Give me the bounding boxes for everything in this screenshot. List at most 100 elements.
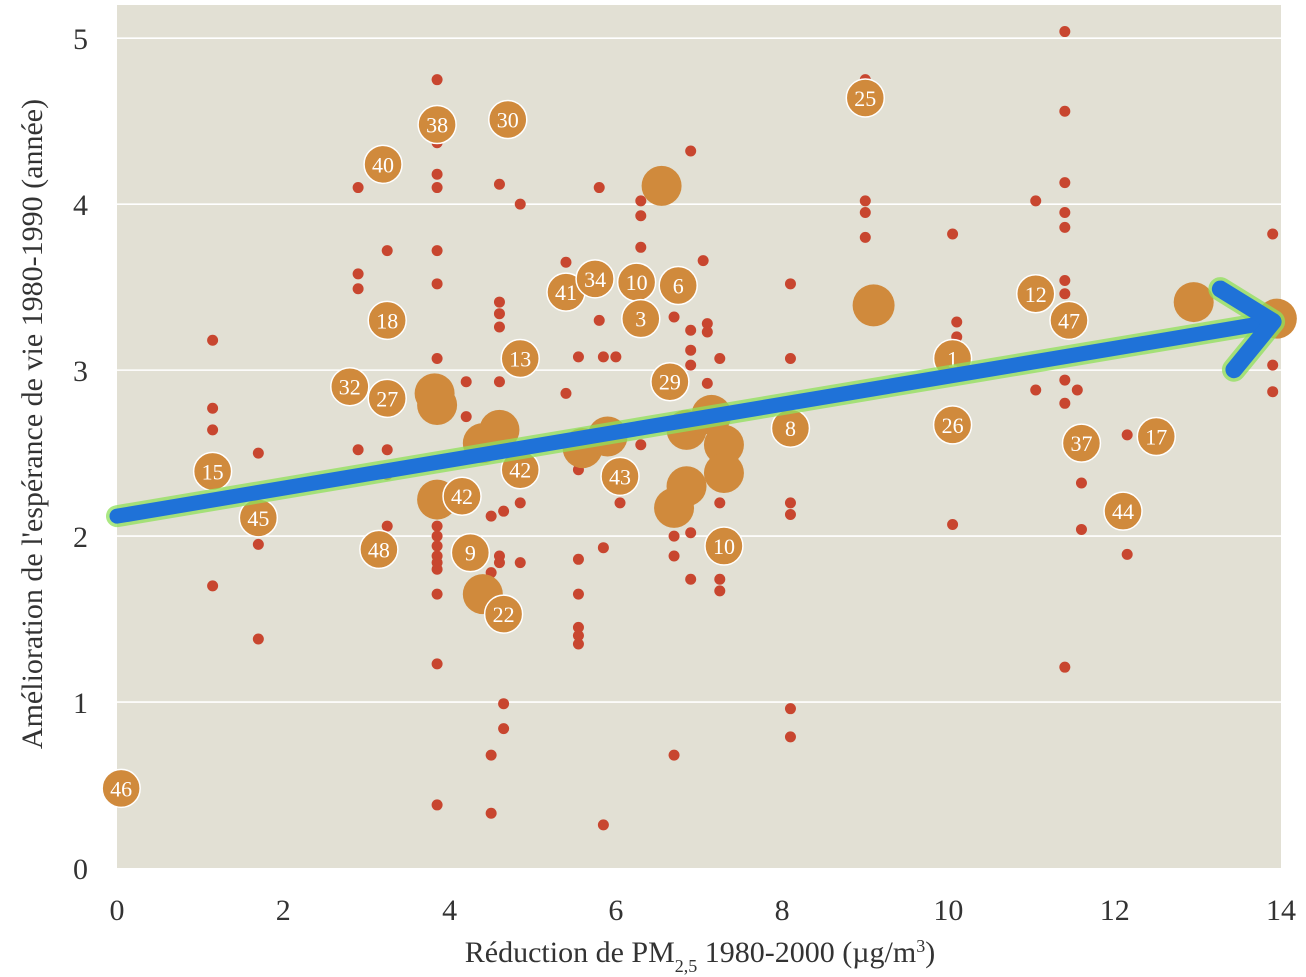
metro-bubble: 17 [1136, 416, 1177, 457]
county-point [514, 497, 526, 509]
county-point [714, 585, 726, 597]
county-point [1267, 228, 1279, 240]
trend-arrow [106, 277, 1286, 528]
y-tick-label: 3 [73, 355, 88, 388]
county-point [572, 588, 584, 600]
metro-bubble-circle [500, 338, 540, 379]
county-point [514, 557, 526, 569]
county-point [252, 447, 264, 459]
county-point [207, 402, 219, 414]
county-point [610, 351, 622, 363]
metro-bubble: 10 [704, 526, 744, 566]
trend-arrowhead [1211, 280, 1282, 379]
metro-bubble-label: 45 [247, 506, 269, 531]
county-point [947, 518, 959, 530]
metro-bubble-circle [330, 366, 370, 407]
x-tick-label: 4 [442, 894, 457, 927]
county-point [352, 444, 364, 456]
county-point [697, 255, 709, 267]
metro-bubble-label: 10 [713, 534, 735, 559]
metro-bubble-label: 22 [493, 602, 515, 627]
metro-bubble-label: 34 [584, 267, 606, 292]
metro-bubble-label: 37 [1070, 431, 1092, 456]
metro-bubble: 3 [621, 298, 661, 339]
county-point [572, 630, 584, 642]
county-point [560, 387, 572, 399]
county-point [431, 540, 443, 552]
metro-bubble-label: 17 [1145, 425, 1167, 450]
county-point [431, 182, 443, 194]
county-point [685, 359, 697, 371]
county-point [597, 542, 609, 554]
county-point [493, 550, 505, 562]
metro-bubble-label: 26 [942, 413, 964, 438]
county-point [859, 206, 871, 218]
metro-bubble-circle [363, 144, 403, 185]
county-point [460, 411, 472, 423]
metro-bubble: 44 [1103, 491, 1143, 531]
county-point [1059, 374, 1071, 386]
county-point [514, 198, 526, 210]
metro-bubble: 43 [600, 456, 640, 497]
metro-bubble-circle [703, 424, 744, 465]
metro-bubble-label: 13 [509, 346, 531, 371]
county-point [701, 326, 713, 338]
county-point [597, 819, 609, 831]
county-point [381, 520, 393, 532]
county-point [1075, 523, 1087, 535]
metro-bubble: 48 [359, 529, 399, 570]
county-point [784, 352, 796, 364]
county-point [784, 509, 796, 521]
y-tick-label: 5 [73, 23, 88, 56]
metro-bubble: 45 [238, 498, 279, 538]
metro-bubble: 34 [575, 259, 615, 299]
county-point [431, 520, 443, 532]
metro-bubble-circle [483, 594, 524, 634]
metro-bubble-label: 27 [376, 386, 398, 411]
metro-bubble [852, 284, 895, 327]
metro-bubble-label: 48 [368, 537, 390, 562]
county-point [207, 580, 219, 592]
metro-bubble-label: 8 [785, 416, 796, 441]
metro-bubble-circle [932, 405, 973, 445]
metro-bubble [641, 165, 682, 206]
county-point [572, 638, 584, 650]
county-point [614, 497, 626, 509]
county-point [431, 530, 443, 542]
county-point [1075, 477, 1087, 489]
metro-bubble: 18 [367, 300, 407, 341]
county-point [431, 245, 443, 257]
county-point [1121, 548, 1133, 560]
county-point [597, 351, 609, 363]
metro-bubble-circle [650, 361, 690, 402]
metro-bubble-label: 44 [1112, 499, 1134, 524]
metro-bubble-circle [367, 378, 407, 419]
metro-bubble: 13 [500, 338, 540, 379]
metro-bubble: 6 [658, 265, 698, 306]
y-tick-label: 4 [73, 189, 88, 222]
metro-bubble-label: 25 [854, 86, 876, 111]
gridlines [117, 37, 1281, 703]
county-point [381, 245, 393, 257]
county-point [431, 352, 443, 364]
metro-bubble: 37 [1061, 423, 1102, 463]
county-point [685, 145, 697, 157]
x-tick-label: 8 [775, 894, 790, 927]
x-tick-label: 2 [276, 894, 291, 927]
county-point [1059, 661, 1071, 673]
metro-bubble: 15 [192, 451, 233, 492]
county-point [593, 314, 605, 326]
metro-bubble-circle [1061, 423, 1102, 463]
metro-bubble-label: 30 [497, 108, 519, 133]
county-point [951, 316, 963, 328]
trend-line [109, 314, 1277, 524]
metro-bubble-circle [367, 300, 407, 341]
metro-bubble-label: 46 [110, 776, 132, 801]
y-axis-ticks: 0 1 2 3 4 5 [73, 23, 88, 886]
metro-bubble-circle [575, 259, 615, 299]
metro-bubble-label: 42 [509, 458, 531, 483]
metro-bubble-label: 41 [555, 280, 577, 305]
metro-bubble: 38 [417, 104, 457, 145]
county-point [498, 723, 510, 735]
